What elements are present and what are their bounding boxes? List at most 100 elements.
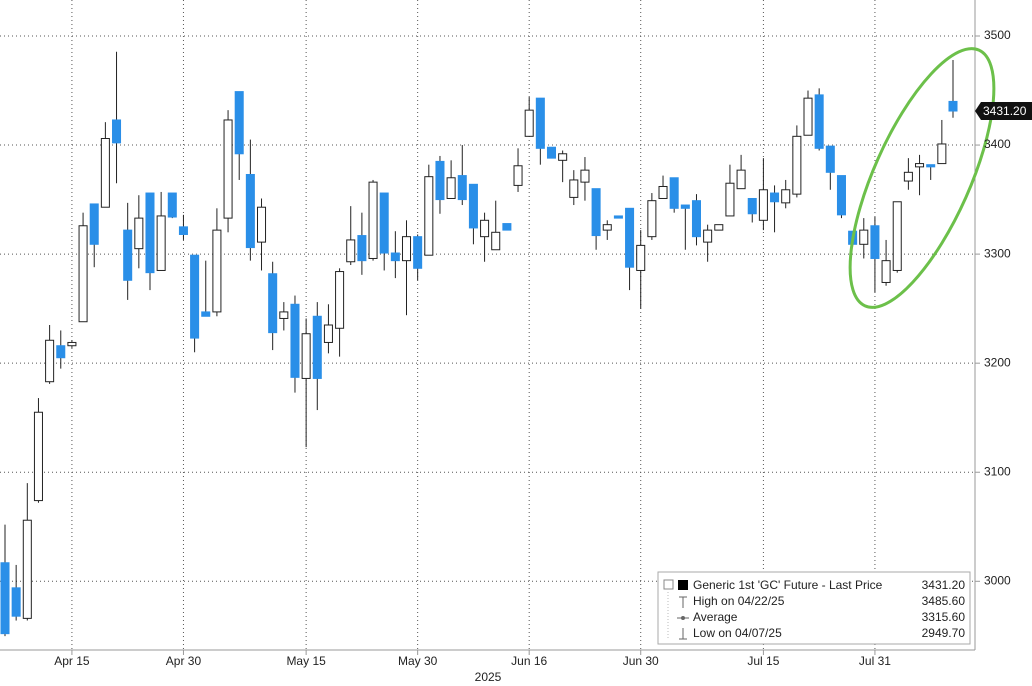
candle-body bbox=[937, 143, 947, 165]
candle-body bbox=[190, 254, 200, 339]
candle-body bbox=[703, 229, 713, 243]
x-tick-label: Apr 30 bbox=[166, 654, 202, 668]
candle-body bbox=[468, 183, 478, 229]
candle-body bbox=[112, 119, 122, 144]
candle-body bbox=[591, 188, 601, 237]
candle-body bbox=[669, 177, 679, 209]
y-tick-label: 3000 bbox=[984, 573, 1011, 587]
candle-body bbox=[926, 164, 936, 168]
x-tick-label: Jul 15 bbox=[747, 654, 779, 668]
candle-body bbox=[680, 204, 690, 209]
candle-body bbox=[513, 165, 523, 186]
candle-body bbox=[67, 341, 77, 347]
candle-body bbox=[625, 207, 635, 268]
candle-body bbox=[658, 185, 668, 199]
y-tick-label: 3500 bbox=[984, 28, 1011, 42]
x-tick-label: May 15 bbox=[286, 654, 326, 668]
candle-body bbox=[100, 138, 110, 208]
candle-body bbox=[636, 244, 646, 271]
legend-value: 3315.60 bbox=[922, 610, 966, 624]
candle-body bbox=[357, 235, 367, 262]
candle-body bbox=[390, 252, 400, 262]
legend-label: Generic 1st 'GC' Future - Last Price bbox=[693, 578, 883, 592]
last-price-label: 3431.20 bbox=[983, 104, 1027, 118]
x-tick-label: Apr 15 bbox=[54, 654, 90, 668]
candle-body bbox=[346, 239, 356, 263]
candle-body bbox=[491, 231, 501, 251]
candle-body bbox=[167, 192, 177, 218]
candle-body bbox=[870, 225, 880, 259]
x-tick-label: May 30 bbox=[398, 654, 438, 668]
candle-body bbox=[725, 182, 735, 217]
y-tick-label: 3400 bbox=[984, 137, 1011, 151]
candle-body bbox=[502, 223, 512, 231]
legend-toggle bbox=[663, 579, 674, 590]
legend: Generic 1st 'GC' Future - Last Price 3431… bbox=[657, 571, 971, 645]
candle-body bbox=[770, 192, 780, 203]
candle-body bbox=[379, 192, 389, 254]
candle-body bbox=[33, 411, 43, 502]
candle-body bbox=[457, 175, 467, 201]
candle-body bbox=[424, 176, 434, 256]
candle-body bbox=[647, 200, 657, 238]
candle-body bbox=[245, 173, 255, 249]
candle-body bbox=[11, 587, 21, 617]
candle-body bbox=[45, 339, 55, 383]
candle-body bbox=[881, 260, 891, 283]
candle-body bbox=[569, 179, 579, 198]
candle-body bbox=[781, 189, 791, 204]
candle-body bbox=[602, 224, 612, 231]
candle-body bbox=[758, 189, 768, 221]
candle-body bbox=[234, 91, 244, 155]
y-tick-label: 3200 bbox=[984, 355, 1011, 369]
candle-body bbox=[446, 177, 456, 199]
candle-body bbox=[368, 181, 378, 259]
candle-body bbox=[401, 236, 412, 262]
candle-body bbox=[56, 345, 66, 359]
candle-body bbox=[268, 273, 278, 334]
candle-body bbox=[145, 192, 155, 274]
candle-body bbox=[736, 169, 746, 190]
legend-average-icon bbox=[681, 616, 685, 620]
legend-label: High on 04/22/25 bbox=[693, 594, 785, 608]
candle-body bbox=[223, 119, 233, 219]
candle-body bbox=[156, 215, 166, 271]
candle-body bbox=[859, 229, 869, 245]
candle-body bbox=[279, 311, 289, 319]
candle-body bbox=[613, 215, 623, 219]
candle-body bbox=[323, 324, 333, 343]
candle-body bbox=[257, 206, 267, 243]
legend-value: 3485.60 bbox=[922, 594, 966, 608]
legend-box bbox=[657, 571, 971, 645]
x-tick-label: Jul 31 bbox=[859, 654, 891, 668]
legend-value: 3431.20 bbox=[922, 578, 966, 592]
last-price-tag bbox=[975, 102, 1032, 121]
y-tick-label: 3300 bbox=[984, 246, 1011, 260]
candle-body bbox=[335, 271, 345, 329]
candle-body bbox=[747, 197, 757, 215]
candle-body bbox=[948, 100, 958, 112]
candle-body bbox=[535, 97, 545, 149]
candle-body bbox=[134, 217, 144, 250]
legend-label: Average bbox=[693, 610, 738, 624]
candle-body bbox=[301, 333, 311, 379]
candle-body bbox=[691, 200, 701, 238]
x-tick-label: Jun 30 bbox=[623, 654, 659, 668]
highlight-ellipse bbox=[848, 47, 996, 309]
candle-body bbox=[546, 146, 557, 159]
candle-body bbox=[89, 203, 99, 245]
legend-value: 2949.70 bbox=[922, 626, 966, 640]
candle-body bbox=[803, 97, 813, 136]
candle-body bbox=[201, 311, 211, 317]
y-tick-label: 3100 bbox=[984, 464, 1011, 478]
candle-body bbox=[825, 145, 835, 173]
candle-body bbox=[524, 109, 534, 137]
candle-body bbox=[915, 163, 925, 168]
candle-body bbox=[435, 160, 445, 201]
candle-body bbox=[836, 175, 846, 216]
candle-body bbox=[290, 303, 300, 378]
candle-body bbox=[814, 94, 824, 149]
candles bbox=[0, 51, 958, 637]
legend-swatch bbox=[678, 580, 688, 590]
